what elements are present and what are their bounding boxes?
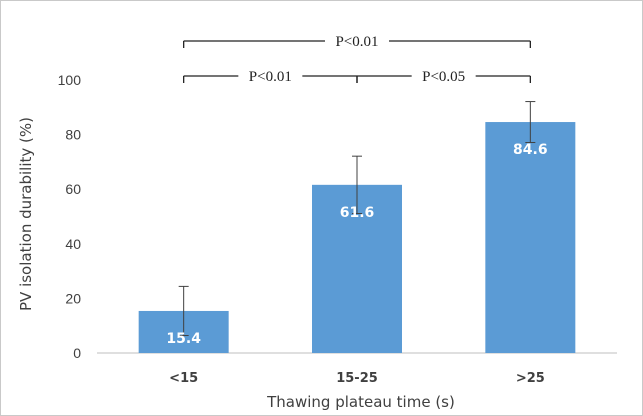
error-bar (178, 285, 189, 337)
significance-bracket (183, 40, 531, 48)
value-labels: 15.4 61.6 84.6 (166, 142, 547, 347)
value-label: 84.6 (513, 142, 548, 158)
x-axis-categories: <15 15-25 >25 (169, 371, 545, 386)
y-axis-title: PV isolation durability (%) (17, 117, 35, 311)
category-label: 15-25 (336, 371, 378, 386)
significance-bracket (356, 75, 531, 83)
error-bar (352, 155, 362, 214)
y-tick-label: 20 (65, 290, 81, 306)
error-bars (178, 101, 536, 337)
value-label: 15.4 (166, 331, 201, 347)
value-label: 61.6 (340, 205, 375, 221)
bars (138, 122, 576, 354)
y-tick-label: 60 (65, 181, 81, 197)
x-axis-title: Thawing plateau time (s) (266, 393, 455, 411)
category-label: >25 (516, 371, 545, 386)
category-label: <15 (169, 371, 198, 386)
p-value-label: P<0.01 (249, 69, 292, 85)
y-tick-label: 0 (73, 345, 81, 361)
significance-brackets: P<0.01 P<0.01 P<0.05 (183, 34, 531, 85)
y-axis-ticks: 0 20 40 60 80 100 (58, 72, 82, 361)
y-tick-label: 100 (58, 72, 82, 88)
p-value-label: P<0.05 (422, 69, 465, 85)
bar (485, 122, 576, 354)
y-tick-label: 80 (65, 127, 81, 143)
p-value-label: P<0.01 (335, 34, 378, 50)
y-tick-label: 40 (65, 236, 81, 252)
error-bar (525, 101, 536, 144)
